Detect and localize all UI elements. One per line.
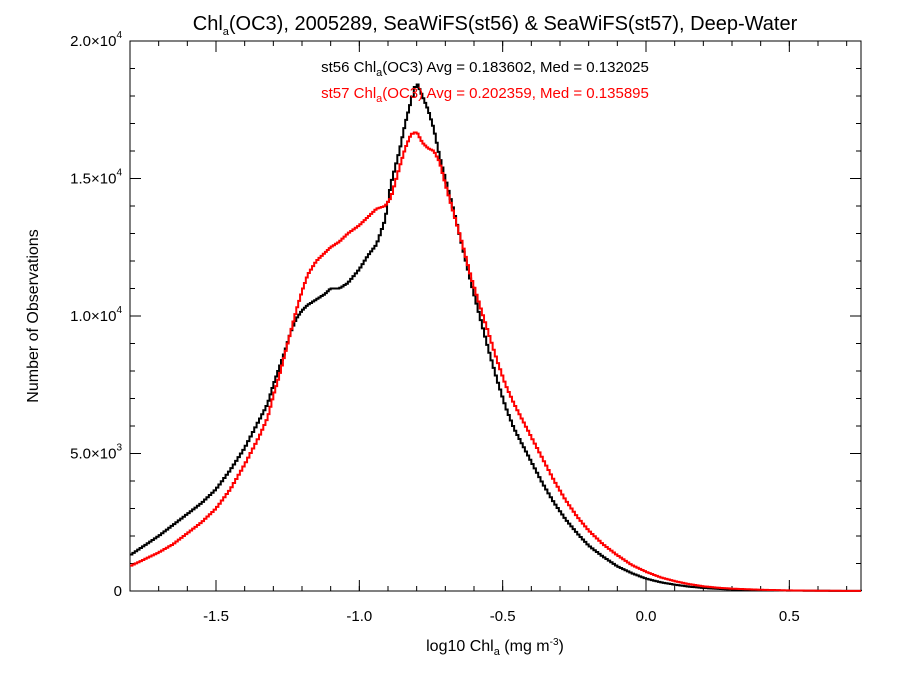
- x-tick-label: 0.5: [779, 608, 800, 625]
- x-tick-label: -1.5: [203, 608, 229, 625]
- axis-ticks: -1.5 -1.0 -0.5 0.0 0.5 0 5.0×103 1.0×104 1.5×104…: [70, 30, 861, 625]
- x-axis-label: log10 Chla (mg m-3): [426, 637, 564, 658]
- y-tick-label: 1.5×104: [70, 168, 122, 188]
- y-axis-label: Number of Observations: [25, 229, 42, 402]
- y-tick-label: 5.0×103: [70, 443, 122, 463]
- x-tick-label: 0.0: [636, 608, 657, 625]
- series-layer: [130, 83, 862, 592]
- x-tick-label: -0.5: [490, 608, 516, 625]
- legend-label-st57: st57 Chla(OC3) Avg = 0.202359, Med = 0.1…: [321, 85, 649, 105]
- y-tick-label: 0: [114, 583, 122, 600]
- legend-label-st56: st56 Chla(OC3) Avg = 0.183602, Med = 0.1…: [321, 59, 649, 79]
- y-tick-label: 1.0×104: [70, 305, 122, 325]
- y-tick-label: 2.0×104: [70, 30, 122, 50]
- plot-frame: [129, 40, 862, 592]
- series-line-0: [130, 83, 862, 592]
- chart-title: Chla(OC3), 2005289, SeaWiFS(st56) & SeaW…: [193, 13, 798, 38]
- x-tick-label: -1.0: [346, 608, 372, 625]
- series-line-1: [130, 131, 861, 592]
